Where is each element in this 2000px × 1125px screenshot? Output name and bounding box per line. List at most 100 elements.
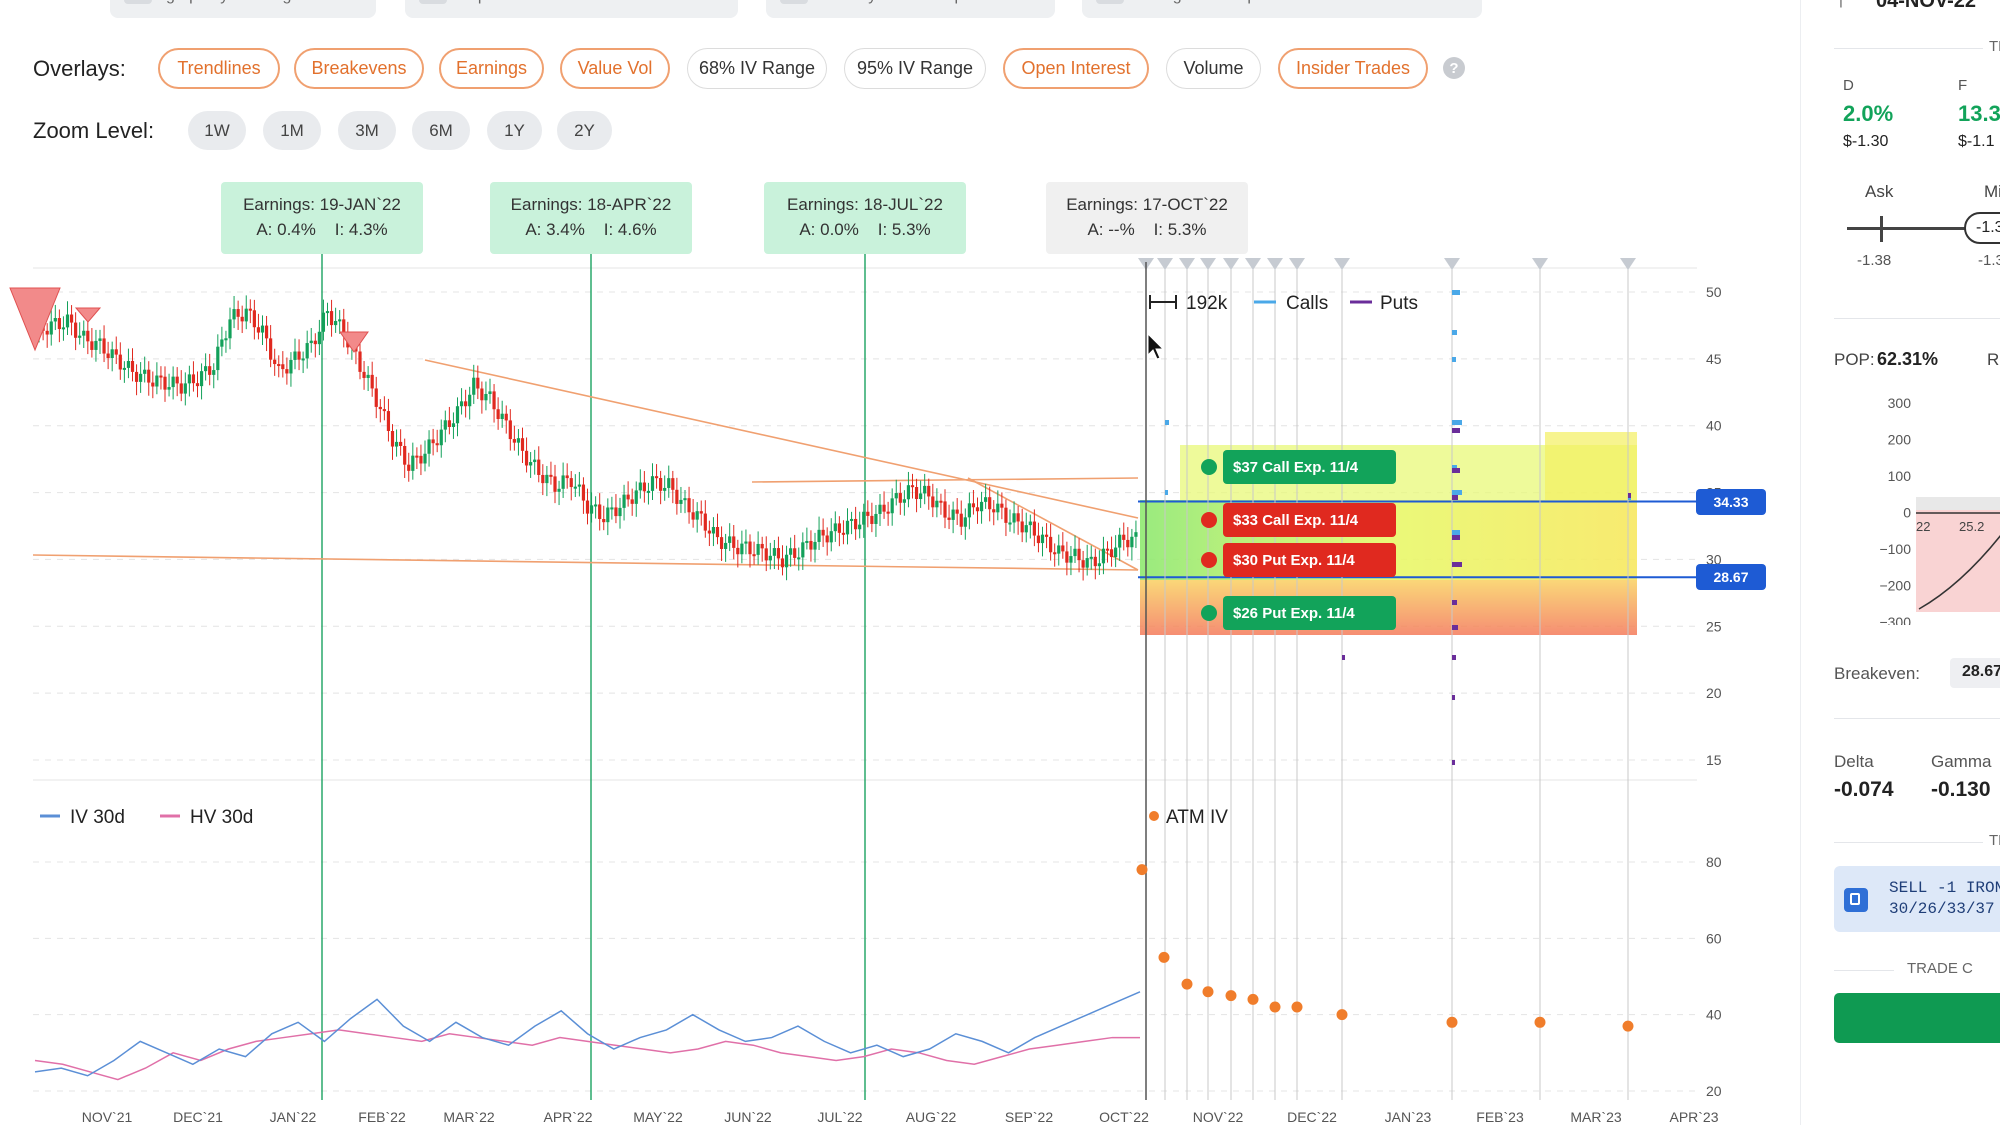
- zoom-1w-button[interactable]: 1W: [188, 111, 246, 150]
- candle-body: [768, 555, 772, 561]
- candle-body: [642, 482, 646, 492]
- candle-body: [849, 518, 854, 521]
- put-oi-bar: [1452, 495, 1458, 500]
- candle-body: [423, 453, 427, 464]
- overlay-open-interest-toggle[interactable]: Open Interest: [1003, 48, 1149, 89]
- date-tick-label: DEC`22: [1287, 1109, 1337, 1125]
- candle-body: [707, 530, 711, 534]
- delta-label: Delta: [1834, 752, 1874, 771]
- candle-body: [110, 349, 114, 359]
- candle-body: [789, 548, 793, 555]
- leg-label[interactable]: $30 Put Exp. 11/4: [1223, 543, 1396, 577]
- candle-body: [1028, 521, 1032, 526]
- candle-body: [634, 490, 638, 504]
- atm-iv-legend-label: ATM IV: [1166, 807, 1228, 828]
- put-oi-bar: [1452, 468, 1460, 473]
- leg-label[interactable]: $37 Call Exp. 11/4: [1223, 450, 1396, 484]
- candle-body: [464, 401, 468, 407]
- candle-body: [163, 376, 167, 390]
- gamma-value: -0.130: [1931, 778, 1991, 801]
- atm-iv-point: [1136, 864, 1148, 876]
- overlay-68-iv-range-toggle[interactable]: 68% IV Range: [687, 48, 827, 89]
- pnl-y-tick: −100: [1879, 541, 1911, 557]
- candle-body: [1105, 548, 1110, 551]
- expiration-header: ↑ 04-NOV-22: [1836, 0, 1977, 12]
- iv-tick-label: 80: [1706, 854, 1722, 870]
- overlay-earnings-toggle[interactable]: Earnings: [439, 48, 544, 89]
- earnings-box[interactable]: Earnings: 18-APR`22 A: 3.4% I: 4.6%: [490, 182, 692, 254]
- candle-body: [1065, 551, 1069, 563]
- pnl-chart[interactable]: 300 200 100 0 −100 −200 −300: [1801, 385, 2000, 625]
- candle-body: [338, 319, 342, 322]
- candle-body: [594, 504, 598, 507]
- candle-body: [650, 476, 655, 491]
- overlay-insider-trades-toggle[interactable]: Insider Trades: [1278, 48, 1428, 89]
- calls-legend-label: Calls: [1286, 293, 1328, 314]
- leg-marker[interactable]: [1201, 605, 1217, 621]
- pnl-y-tick: 100: [1888, 468, 1912, 484]
- candle-body: [610, 507, 614, 510]
- help-icon[interactable]: ?: [1443, 57, 1465, 79]
- candle-body: [394, 441, 399, 447]
- expiration-lines: [1138, 258, 1636, 1100]
- date-tick-label: DEC`21: [173, 1109, 223, 1125]
- candle-body: [175, 376, 179, 384]
- candle-body: [638, 482, 642, 491]
- earnings-date: Earnings: 18-APR`22: [510, 195, 672, 214]
- pop-label: POP:: [1834, 350, 1875, 369]
- candle-body: [1053, 552, 1057, 555]
- leg-marker[interactable]: [1201, 552, 1217, 568]
- mid-price-input[interactable]: -1.3: [1964, 212, 2000, 244]
- copy-icon[interactable]: [1844, 888, 1868, 912]
- candle-body: [858, 524, 862, 530]
- overlay-volume-toggle[interactable]: Volume: [1166, 48, 1261, 89]
- overlay-value-vol-toggle[interactable]: Value Vol: [560, 48, 670, 89]
- leg-marker[interactable]: [1201, 512, 1217, 528]
- trade-button[interactable]: [1834, 993, 2000, 1043]
- price-slider-track[interactable]: [1847, 227, 1987, 230]
- candle-body: [321, 312, 326, 332]
- candle-body: [114, 349, 118, 355]
- trendline: [424, 359, 1139, 519]
- overlay-95-iv-range-toggle[interactable]: 95% IV Range: [844, 48, 986, 89]
- order-ticket[interactable]: SELL -1 IRON 30/26/33/37: [1834, 866, 2000, 932]
- earnings-box[interactable]: Earnings: 17-OCT`22 A: --% I: 5.3%: [1046, 182, 1248, 254]
- trendline: [32, 554, 1139, 571]
- candle-body: [1057, 545, 1061, 554]
- leg-marker[interactable]: [1201, 459, 1217, 475]
- candle-body: [435, 443, 439, 446]
- overlay-trendlines-toggle[interactable]: Trendlines: [158, 48, 280, 89]
- f-percent: 13.3: [1958, 101, 2000, 126]
- candle-body: [719, 537, 724, 549]
- candle-body: [1118, 534, 1122, 548]
- candle-body: [472, 377, 476, 395]
- candle-body: [695, 511, 699, 520]
- zoom-6m-button[interactable]: 6M: [412, 111, 470, 150]
- leg-label[interactable]: $33 Call Exp. 11/4: [1223, 503, 1396, 537]
- zoom-1m-button[interactable]: 1M: [263, 111, 321, 150]
- zoom-2y-button[interactable]: 2Y: [557, 111, 612, 150]
- candle-body: [951, 509, 955, 520]
- candle-body: [606, 507, 610, 523]
- leg-label[interactable]: $26 Put Exp. 11/4: [1223, 596, 1396, 630]
- candle-body: [399, 441, 403, 446]
- zoom-3m-button[interactable]: 3M: [338, 111, 396, 150]
- candle-body: [386, 411, 391, 432]
- earnings-box[interactable]: Earnings: 19-JAN`22 A: 0.4% I: 4.3%: [221, 182, 423, 254]
- candle-body: [1044, 534, 1049, 537]
- candle-body: [382, 409, 386, 412]
- candle-body: [151, 382, 155, 387]
- candle-body: [959, 513, 963, 527]
- candle-body: [614, 507, 618, 517]
- hint-tile: graph by scrolling.: [110, 0, 376, 18]
- overlay-breakevens-toggle[interactable]: Breakevens: [294, 48, 424, 89]
- candle-body: [703, 513, 707, 531]
- hint-tile: change their expiration and strike.: [1082, 0, 1482, 18]
- candle-body: [232, 309, 236, 320]
- date-tick-label: NOV`22: [1193, 1109, 1244, 1125]
- candle-body: [1134, 532, 1138, 537]
- earnings-box[interactable]: Earnings: 18-JUL`22 A: 0.0% I: 5.3%: [764, 182, 966, 254]
- zoom-1y-button[interactable]: 1Y: [487, 111, 542, 150]
- trendlines: [32, 359, 1139, 571]
